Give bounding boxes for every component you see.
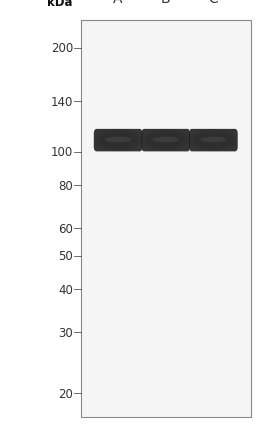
Ellipse shape [109, 136, 128, 145]
Ellipse shape [154, 135, 178, 147]
Ellipse shape [144, 131, 187, 151]
Ellipse shape [201, 135, 225, 147]
Ellipse shape [111, 138, 125, 144]
Ellipse shape [196, 132, 231, 149]
Text: 50: 50 [58, 250, 73, 262]
Ellipse shape [95, 130, 141, 152]
Text: 100: 100 [51, 146, 73, 159]
Ellipse shape [162, 139, 169, 142]
Text: A: A [113, 0, 123, 6]
Ellipse shape [94, 130, 142, 152]
Text: 20: 20 [58, 387, 73, 400]
Ellipse shape [103, 133, 134, 148]
FancyBboxPatch shape [189, 130, 238, 152]
Ellipse shape [99, 132, 137, 150]
Ellipse shape [163, 140, 168, 142]
Text: 30: 30 [58, 326, 73, 339]
Ellipse shape [200, 137, 227, 143]
Text: kDa: kDa [47, 0, 73, 9]
Ellipse shape [159, 138, 173, 144]
Ellipse shape [211, 140, 216, 142]
Ellipse shape [110, 137, 126, 145]
Ellipse shape [199, 134, 228, 147]
Ellipse shape [193, 131, 234, 150]
Ellipse shape [116, 140, 121, 142]
Ellipse shape [153, 135, 179, 147]
Ellipse shape [100, 132, 136, 149]
Ellipse shape [101, 133, 135, 149]
Ellipse shape [165, 140, 167, 141]
Ellipse shape [107, 136, 129, 146]
Ellipse shape [143, 130, 188, 152]
Ellipse shape [106, 135, 130, 147]
Ellipse shape [190, 130, 237, 152]
Ellipse shape [153, 137, 179, 143]
Ellipse shape [147, 132, 185, 150]
FancyBboxPatch shape [142, 130, 190, 152]
Ellipse shape [192, 131, 235, 151]
Text: 40: 40 [58, 283, 73, 296]
Text: B: B [161, 0, 170, 6]
Ellipse shape [152, 134, 180, 147]
Ellipse shape [200, 135, 227, 147]
Ellipse shape [149, 133, 183, 149]
Ellipse shape [105, 135, 131, 147]
Ellipse shape [194, 132, 232, 150]
Ellipse shape [156, 136, 175, 145]
Ellipse shape [142, 130, 190, 152]
Ellipse shape [161, 138, 170, 143]
Ellipse shape [210, 139, 217, 142]
Ellipse shape [114, 139, 122, 142]
FancyBboxPatch shape [94, 130, 142, 152]
Ellipse shape [209, 138, 218, 143]
Ellipse shape [205, 137, 222, 145]
Ellipse shape [212, 140, 215, 141]
Ellipse shape [145, 131, 186, 150]
Ellipse shape [98, 131, 138, 150]
Ellipse shape [155, 136, 176, 146]
Ellipse shape [104, 134, 132, 147]
Ellipse shape [160, 138, 172, 144]
Ellipse shape [105, 137, 131, 143]
Ellipse shape [204, 136, 223, 145]
Ellipse shape [113, 138, 123, 143]
FancyBboxPatch shape [81, 21, 251, 417]
Text: 60: 60 [58, 222, 73, 235]
Ellipse shape [206, 138, 221, 144]
Ellipse shape [207, 138, 219, 144]
Ellipse shape [197, 133, 230, 149]
Ellipse shape [148, 132, 184, 149]
Ellipse shape [203, 136, 224, 146]
Text: 140: 140 [51, 95, 73, 109]
Ellipse shape [191, 130, 236, 152]
Ellipse shape [198, 133, 229, 148]
Text: C: C [209, 0, 218, 6]
Ellipse shape [157, 137, 174, 145]
Ellipse shape [117, 140, 119, 141]
Text: 80: 80 [58, 179, 73, 192]
Ellipse shape [112, 138, 124, 144]
Ellipse shape [97, 131, 140, 151]
Ellipse shape [150, 133, 181, 148]
Text: 200: 200 [51, 42, 73, 55]
